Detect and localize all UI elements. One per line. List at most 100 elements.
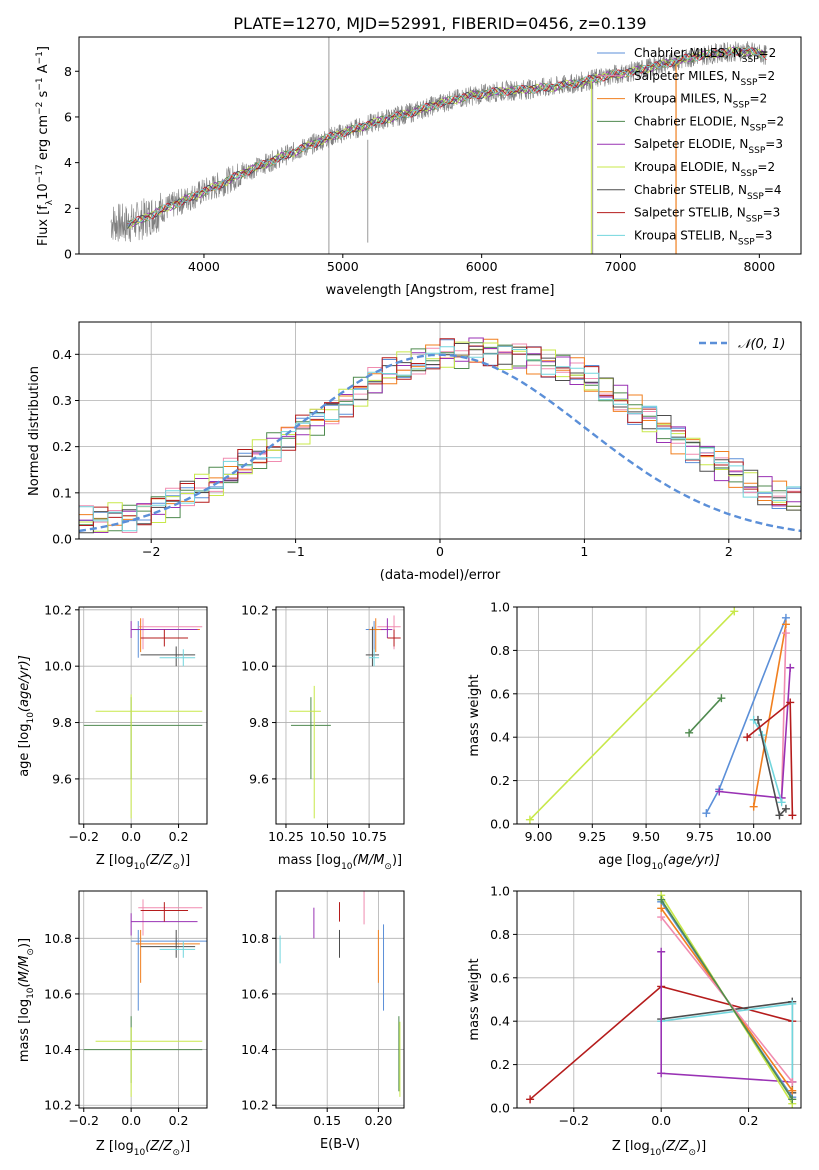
label-part: SSP xyxy=(748,146,765,156)
label-part: −2 xyxy=(35,102,45,115)
legend-entry: Kroupa ELODIE, NSSP=2 xyxy=(634,160,775,179)
x-tick-label: 0.0 xyxy=(121,829,141,844)
label-part: =3 xyxy=(763,206,781,220)
weight-line xyxy=(752,624,787,807)
axes-frame xyxy=(516,606,802,825)
axes-frame xyxy=(275,890,405,1109)
y-axis-label: mass weight xyxy=(467,958,482,1040)
x-tick-label: 9.50 xyxy=(632,829,660,844)
label-part: SSP xyxy=(747,192,764,202)
y-tick-label: 10.0 xyxy=(241,659,269,674)
label-part: )] xyxy=(180,1139,190,1154)
y-tick-label: 0.4 xyxy=(52,347,72,362)
weight-marker xyxy=(749,802,758,811)
label-part: ⊙ xyxy=(172,862,180,872)
label-part: age [log xyxy=(598,853,651,868)
y-tick-label: 9.6 xyxy=(249,771,269,786)
y-tick-label: 10.8 xyxy=(241,931,269,946)
y-tick-label: 10.2 xyxy=(44,602,72,617)
label-part: 10 xyxy=(341,862,353,872)
weight-line xyxy=(529,610,735,821)
label-part: Salpeter STELIB, N xyxy=(634,206,746,220)
y-tick-label: 8 xyxy=(64,64,72,79)
frame: −0.2 0.0 0.2 0.0 0.2 0.4 0.6 0.8 1.0 xyxy=(490,884,802,1128)
y-tick-label: 10.6 xyxy=(241,986,269,1001)
y-tick-label: 10.4 xyxy=(241,1042,269,1057)
y-axis-label: Flux [fλ10−17 erg cm−2 s−1 A−1] xyxy=(35,46,55,246)
legend-entry: Kroupa MILES, NSSP=2 xyxy=(634,92,767,111)
label-part: 10 xyxy=(26,987,36,999)
y-tick-label: 9.6 xyxy=(52,771,72,786)
weight-marker xyxy=(781,620,790,629)
weight-marker xyxy=(526,1095,535,1104)
y-axis-label: mass [log10(M/M⊙)] xyxy=(17,938,36,1062)
plot-marks xyxy=(289,615,401,819)
axes-frame xyxy=(78,606,208,825)
y-tick-label: 0.6 xyxy=(490,686,510,701)
weight-marker xyxy=(786,698,795,707)
x-tick-label: 10.75 xyxy=(351,829,387,844)
label-part: Kroupa ELODIE, N xyxy=(634,160,741,174)
weight-marker xyxy=(788,1077,797,1086)
label-part: 10 xyxy=(36,183,51,200)
x-tick-label: 0.20 xyxy=(364,1113,392,1128)
y-tick-label: 0.0 xyxy=(490,1101,510,1116)
axes-mass_vs_Z: −0.2 0.0 0.2 10.2 10.4 10.6 10.8 xyxy=(44,890,208,1128)
label-part: (M/M xyxy=(353,853,385,868)
plot-area xyxy=(276,891,404,1108)
x-tick-label: −0.2 xyxy=(559,1113,589,1128)
label-part: (Z/Z xyxy=(661,1139,689,1154)
x-tick-label: 5000 xyxy=(327,259,359,274)
label-part: Chabrier STELIB, N xyxy=(634,183,747,197)
y-tick-label: 4 xyxy=(64,155,72,170)
label-part: 10 xyxy=(26,712,36,724)
y-tick-label: 10.4 xyxy=(44,1042,72,1057)
y-tick-label: 0.8 xyxy=(490,927,510,942)
weight-marker xyxy=(717,694,726,703)
label-part: ⊙ xyxy=(688,1148,696,1158)
x-tick-label: 0.2 xyxy=(169,829,189,844)
axes-mass_vs_EBV: 0.15 0.20 10.2 10.4 10.6 10.8 xyxy=(241,890,405,1128)
y-axis-label: age [log10(age/yr)] xyxy=(17,655,36,777)
label-part: (Z/Z xyxy=(145,1139,173,1154)
y-tick-label: 0.4 xyxy=(490,730,510,745)
label-part: Salpeter ELODIE, N xyxy=(634,137,748,151)
label-part: Kroupa MILES, N xyxy=(634,92,733,106)
x-tick-label: 4000 xyxy=(188,259,220,274)
weight-marker xyxy=(775,811,784,820)
y-tick-label: 10.0 xyxy=(44,659,72,674)
weight-marker xyxy=(743,733,752,742)
x-tick-label: 9.25 xyxy=(578,829,606,844)
frame: 9.00 9.25 9.50 9.75 10.00 0.0 0.2 0.4 0.6 0.8 1.0 xyxy=(490,600,802,844)
plot-area xyxy=(517,607,801,824)
label-part: Z [log xyxy=(96,1139,134,1154)
x-tick-label: 0 xyxy=(436,544,444,559)
label-part: =2 xyxy=(757,69,775,83)
label-part: =2 xyxy=(759,46,777,60)
y-tick-label: 1.0 xyxy=(490,884,510,899)
weight-marker xyxy=(788,811,797,820)
x-axis-label: E(B-V) xyxy=(320,1137,360,1152)
x-tick-label: 7000 xyxy=(605,259,637,274)
legend-entry: Salpeter MILES, NSSP=2 xyxy=(634,69,775,88)
y-tick-label: 10.2 xyxy=(241,602,269,617)
axes-age_vs_mass: 10.25 10.50 10.75 9.6 9.8 10.0 10.2 xyxy=(241,602,405,844)
x-axis-label: mass [log10(M/M⊙)] xyxy=(278,853,402,872)
weight-marker xyxy=(685,728,694,737)
plot-marks xyxy=(526,891,797,1108)
y-tick-label: 9.8 xyxy=(249,715,269,730)
weight-marker xyxy=(730,607,739,616)
x-tick-label: 9.00 xyxy=(525,829,553,844)
plot-area xyxy=(276,607,404,824)
plot-marks xyxy=(110,37,767,254)
legend-entry: Salpeter STELIB, NSSP=3 xyxy=(634,206,780,225)
label-part: −1 xyxy=(35,51,45,64)
label-part: Z [log xyxy=(612,1139,650,1154)
weight-line xyxy=(780,632,787,799)
label-part: A xyxy=(36,64,51,77)
weight-marker xyxy=(788,1086,797,1095)
frame: 0.15 0.20 10.2 10.4 10.6 10.8 xyxy=(241,890,405,1128)
weight-marker xyxy=(786,663,795,672)
x-axis-label: Z [log10(Z/Z⊙)] xyxy=(96,1139,190,1158)
label-part: SSP xyxy=(738,237,755,247)
